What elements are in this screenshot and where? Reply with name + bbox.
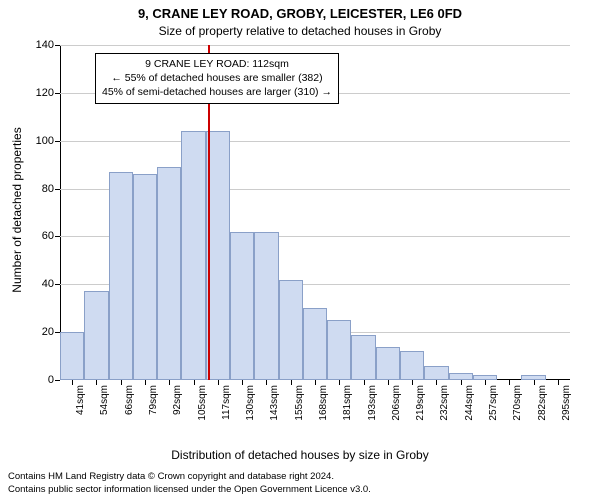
x-axis-tick [291, 380, 292, 385]
y-axis-tick [55, 284, 60, 285]
x-axis-tick [266, 380, 267, 385]
x-axis-tick [412, 380, 413, 385]
histogram-bar [376, 347, 400, 381]
histogram-bar [181, 131, 205, 380]
histogram-bar [327, 320, 351, 380]
y-axis-tick [55, 236, 60, 237]
histogram-bar [400, 351, 424, 380]
y-axis-tick [55, 141, 60, 142]
x-tick-label: 155sqm [294, 385, 305, 445]
x-axis-tick [364, 380, 365, 385]
x-tick-label: 244sqm [464, 385, 475, 445]
x-tick-label: 79sqm [148, 385, 159, 445]
y-tick-label: 140 [14, 39, 54, 51]
footer-line-2: Contains public sector information licen… [8, 484, 371, 495]
annotation-line-1: 9 CRANE LEY ROAD: 112sqm [102, 57, 332, 71]
y-tick-label: 0 [14, 374, 54, 386]
histogram-bar [60, 332, 84, 380]
x-tick-label: 168sqm [318, 385, 329, 445]
y-tick-label: 100 [14, 135, 54, 147]
x-tick-label: 206sqm [391, 385, 402, 445]
x-tick-label: 66sqm [124, 385, 135, 445]
y-axis-tick [55, 45, 60, 46]
x-tick-label: 193sqm [367, 385, 378, 445]
histogram-bar [303, 308, 327, 380]
histogram-bar [109, 172, 133, 380]
y-axis-label: Number of detached properties [10, 127, 24, 292]
x-tick-label: 270sqm [512, 385, 523, 445]
y-tick-label: 20 [14, 326, 54, 338]
x-axis-tick [436, 380, 437, 385]
x-axis-tick [121, 380, 122, 385]
x-axis-tick [558, 380, 559, 385]
x-axis-tick [145, 380, 146, 385]
y-tick-label: 60 [14, 230, 54, 242]
x-tick-label: 117sqm [221, 385, 232, 445]
x-tick-label: 41sqm [75, 385, 86, 445]
annotation-box: 9 CRANE LEY ROAD: 112sqm← 55% of detache… [95, 53, 339, 104]
x-axis-label: Distribution of detached houses by size … [0, 448, 600, 462]
x-tick-label: 130sqm [245, 385, 256, 445]
histogram-bar [254, 232, 278, 380]
x-axis-tick [72, 380, 73, 385]
histogram-bar [351, 335, 375, 380]
histogram-bar [424, 366, 448, 380]
x-axis-tick [194, 380, 195, 385]
grid-line [60, 141, 570, 142]
x-tick-label: 219sqm [415, 385, 426, 445]
y-tick-label: 120 [14, 87, 54, 99]
x-axis-tick [485, 380, 486, 385]
chart-title-description: Size of property relative to detached ho… [0, 24, 600, 38]
x-tick-label: 295sqm [561, 385, 572, 445]
x-axis-tick [96, 380, 97, 385]
histogram-bar [230, 232, 254, 380]
x-axis-tick [534, 380, 535, 385]
x-tick-label: 143sqm [269, 385, 280, 445]
chart-footer: Contains HM Land Registry data © Crown c… [8, 471, 371, 496]
plot-area: 9 CRANE LEY ROAD: 112sqm← 55% of detache… [60, 45, 570, 380]
histogram-bar [133, 174, 157, 380]
chart-title-address: 9, CRANE LEY ROAD, GROBY, LEICESTER, LE6… [0, 6, 600, 21]
y-tick-label: 40 [14, 278, 54, 290]
histogram-bar [84, 291, 108, 380]
annotation-line-2: ← 55% of detached houses are smaller (38… [102, 71, 332, 85]
x-axis-tick [461, 380, 462, 385]
x-tick-label: 257sqm [488, 385, 499, 445]
y-axis-tick [55, 93, 60, 94]
annotation-line-3: 45% of semi-detached houses are larger (… [102, 85, 332, 99]
x-axis-tick [509, 380, 510, 385]
x-axis-tick [339, 380, 340, 385]
x-axis-tick [315, 380, 316, 385]
histogram-bar [157, 167, 181, 380]
x-tick-label: 54sqm [99, 385, 110, 445]
x-tick-label: 181sqm [342, 385, 353, 445]
x-tick-label: 232sqm [439, 385, 450, 445]
x-axis-tick [218, 380, 219, 385]
y-tick-label: 80 [14, 183, 54, 195]
x-tick-label: 282sqm [537, 385, 548, 445]
y-axis-tick [55, 380, 60, 381]
histogram-bar [449, 373, 473, 380]
x-tick-label: 92sqm [172, 385, 183, 445]
x-tick-label: 105sqm [197, 385, 208, 445]
histogram-bar [279, 280, 303, 381]
y-axis-line [60, 45, 61, 380]
grid-line [60, 45, 570, 46]
y-axis-tick [55, 189, 60, 190]
x-axis-tick [388, 380, 389, 385]
footer-line-1: Contains HM Land Registry data © Crown c… [8, 471, 334, 482]
x-axis-tick [169, 380, 170, 385]
x-axis-tick [242, 380, 243, 385]
property-size-chart: 9, CRANE LEY ROAD, GROBY, LEICESTER, LE6… [0, 0, 600, 500]
